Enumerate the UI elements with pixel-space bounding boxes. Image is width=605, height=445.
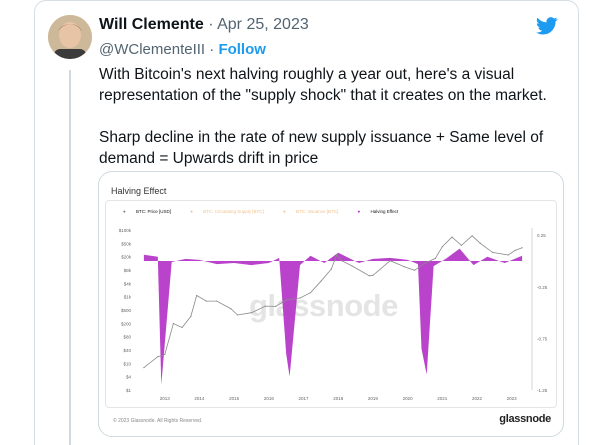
y-right-tick-label: 0.25 [537,233,546,238]
btc-price-point [143,367,145,369]
tweet-date[interactable]: Apr 25, 2023 [217,16,309,33]
y-left-tick-label: $4k [124,281,132,286]
btc-price-point [451,236,453,238]
y-left-tick-label: $50k [121,241,132,246]
x-tick-label: 2022 [472,396,483,401]
x-tick-label: 2020 [403,396,414,401]
y-left-tick-label: $10 [123,361,131,366]
brand-logo: glassnode [499,413,551,425]
chart-title: Halving Effect [111,186,167,196]
btc-price-point [172,322,174,325]
btc-price-point [471,235,473,237]
x-tick-label: 2015 [229,396,240,401]
btc-price-point [157,356,159,358]
avatar[interactable] [48,15,92,59]
btc-price-point [285,299,287,301]
thread-line [69,70,71,445]
btc-price-point [479,242,481,244]
btc-price-point [514,249,516,251]
author-name[interactable]: Will Clemente [99,16,204,33]
btc-price-point [336,254,338,256]
y-left-tick-label: $8k [124,268,132,273]
x-tick-label: 2014 [194,396,205,401]
y-left-tick-label: $100k [119,228,132,233]
y-right-tick-label: -0.25 [537,285,548,290]
separator-dot: · [208,16,214,33]
chart-watermark: glassnode [249,288,398,323]
handle-separator: · [209,41,215,58]
btc-price-line [143,235,523,368]
y-left-tick-label: $500 [121,308,132,313]
btc-price-point [460,244,462,246]
btc-price-point [389,260,391,262]
y-right-tick-label: -1.25 [537,388,548,393]
btc-price-point [351,265,353,267]
tweet-text: With Bitcoin's next halving roughly a ye… [99,64,564,169]
y-left-tick-label: $80 [123,335,131,340]
halving-effect-area [143,248,523,385]
handle-row: @WClementeIII · Follow [99,41,266,58]
y-right-tick-label: -0.75 [537,336,548,341]
btc-price-point [230,308,232,310]
btc-price-point [216,300,218,302]
x-tick-label: 2017 [299,396,310,401]
btc-price-point [341,260,343,262]
btc-price-point [507,254,509,256]
x-tick-label: 2018 [333,396,344,401]
btc-price-point [190,315,192,317]
btc-price-point [250,312,253,314]
btc-price-point [424,262,426,264]
y-left-tick-label: $20k [121,255,132,260]
btc-price-point [299,297,301,299]
copyright-note: © 2023 Glassnode. All Rights Reserved. [113,418,203,424]
y-left-tick-label: $200 [121,321,132,326]
y-left-tick-label: $1k [124,295,132,300]
y-left-tick-label: $40 [123,348,131,353]
legend-item: ● BTC: Issuance [BTC] [283,209,339,214]
x-tick-label: 2019 [368,396,379,401]
x-tick-label: 2016 [264,396,275,401]
btc-price-point [164,353,166,355]
btc-price-point [264,305,266,307]
author-row: Will Clemente · Apr 25, 2023 [99,16,309,34]
btc-price-point [237,314,239,316]
author-handle[interactable]: @WClementeIII [99,41,206,58]
btc-price-point [320,280,322,282]
btc-price-point [205,300,207,302]
follow-button[interactable]: Follow [218,41,266,58]
legend-item: ● BTC: Circulating Supply [BTC] [190,209,264,214]
btc-price-point [434,257,436,259]
tweet-media-card[interactable]: Halving Effect ● BTC: Price [USD] ● BTC:… [98,171,564,437]
twitter-bird-icon[interactable] [536,17,558,40]
chart-legend: ● BTC: Price [USD] ● BTC: Circulating Su… [123,209,416,214]
btc-price-point [413,269,416,271]
x-tick-label: 2013 [160,396,171,401]
x-tick-label: 2023 [507,396,518,401]
btc-price-point [441,246,443,248]
btc-price-point [403,266,405,268]
legend-item: ● BTC: Price [USD] [123,209,171,214]
tweet-paragraph-2: Sharp decline in the rate of new supply … [99,129,544,167]
btc-price-point [196,294,198,297]
x-tick-label: 2021 [437,396,448,401]
y-left-tick-label: $1 [126,388,132,393]
btc-price-point [492,251,494,253]
btc-price-point [330,268,332,270]
chart-frame [105,200,557,408]
btc-price-point [372,274,374,276]
legend-item: ● Halving Effect [357,209,399,214]
btc-price-point [521,247,523,249]
btc-price-point [181,326,183,329]
btc-price-point [368,275,370,277]
btc-price-point [275,305,277,307]
halving-chart: $100k $50k $20k $8k $4k $1k $500 $200 $80 $40 $10 $… [119,228,548,401]
btc-price-point [309,292,312,294]
y-left-tick-label: $4 [126,375,132,380]
tweet-paragraph-1: With Bitcoin's next halving roughly a ye… [99,66,547,104]
